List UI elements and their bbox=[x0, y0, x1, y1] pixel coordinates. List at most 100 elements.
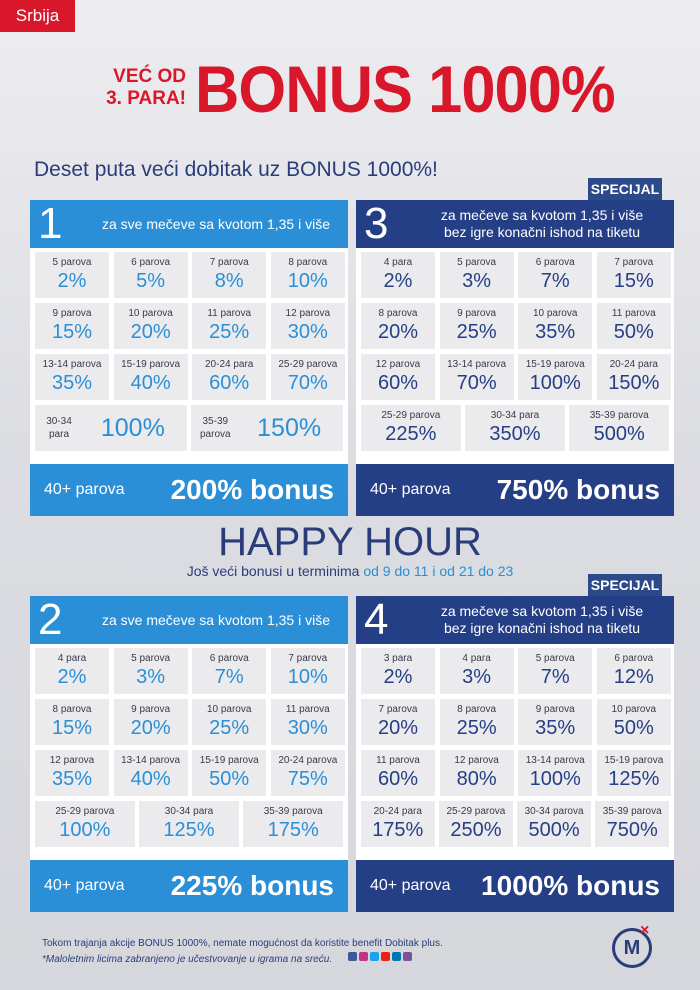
bonus-cell-label: 6 parova bbox=[614, 653, 654, 664]
bonus-cell-value: 35% bbox=[535, 321, 576, 343]
bonus-cell-label: 11 parova bbox=[376, 755, 420, 766]
bonus-cell-value: 125% bbox=[608, 768, 660, 790]
special-badge-top: SPECIJAL bbox=[588, 178, 662, 200]
bonus-cell: 6 parova 5% bbox=[113, 252, 188, 298]
bonus-cell-value: 30% bbox=[287, 321, 328, 343]
panel-description-line: bez igre konačni ishod na tiketu bbox=[443, 224, 641, 240]
bonus-cell: 5 parova 3% bbox=[439, 252, 514, 298]
special-badge-bottom: SPECIJAL bbox=[588, 574, 662, 596]
bonus-cell: 7 parova 15% bbox=[596, 252, 671, 298]
bonus-cell: 13-14 parova 100% bbox=[518, 750, 593, 796]
panel-number: 4 bbox=[364, 595, 389, 644]
bonus-cell-label: 8 parova bbox=[288, 257, 328, 268]
bonus-cell: 10 parova 20% bbox=[113, 303, 188, 349]
bonus-cell: 25-29 parova 250% bbox=[439, 801, 513, 847]
bonus-cell: 6 parova 7% bbox=[518, 252, 593, 298]
bonus-cell-label: 4 para bbox=[462, 653, 491, 664]
panel-number: 2 bbox=[38, 595, 63, 644]
bonus-cell-value: 50% bbox=[209, 768, 250, 790]
viber-icon[interactable] bbox=[403, 952, 412, 961]
bonus-cell-value: 150% bbox=[257, 414, 322, 442]
bonus-cell: 15-19 parova 50% bbox=[192, 750, 267, 796]
panel-description-line: za mečeve sa kvotom 1,35 i više bbox=[440, 207, 644, 223]
bonus-cell-value: 7% bbox=[540, 270, 570, 292]
bonus-cell-value: 35% bbox=[51, 768, 93, 790]
bonus-cell-value: 70% bbox=[456, 372, 497, 394]
bonus-cell: 12 parova 35% bbox=[35, 750, 109, 796]
bonus-cell: 3 para 2% bbox=[361, 648, 435, 694]
bonus-cell: 13-14 parova 35% bbox=[35, 354, 109, 400]
bonus-cell-label: 25-29 parova bbox=[446, 806, 506, 817]
bonus-cell-label: 10 parova bbox=[611, 704, 657, 715]
bonus-cell: 9 parova 15% bbox=[35, 303, 109, 349]
bonus-cell-label: 13-14 parova bbox=[525, 755, 585, 766]
panel-footer-bonus: 1000% bonus bbox=[481, 870, 660, 901]
youtube-icon[interactable] bbox=[381, 952, 390, 961]
bonus-cell-label: 11 parova bbox=[207, 308, 252, 319]
bonus-cell-label: 10 parova bbox=[532, 308, 578, 319]
bonus-cell-value: 20% bbox=[377, 321, 419, 343]
bonus-cell-label: 13-14 parova bbox=[447, 359, 507, 370]
bonus-cell: 4 para 2% bbox=[35, 648, 109, 694]
bonus-cell-value: 7% bbox=[214, 666, 244, 688]
bonus-cell-label: 30-34 para bbox=[46, 416, 72, 440]
bonus-cell-label: 8 parova bbox=[52, 704, 92, 715]
bonus-cell-value: 500% bbox=[593, 423, 645, 445]
bonus-cell: 35-39 parova 750% bbox=[595, 801, 669, 847]
bonus-cell-value: 3% bbox=[136, 666, 166, 688]
bonus-cell: 25-29 parova 100% bbox=[35, 801, 135, 847]
bonus-cell-label: 9 parova bbox=[131, 704, 171, 715]
bonus-cell-label: 5 parova bbox=[457, 257, 497, 268]
bonus-cell-label: 6 parova bbox=[535, 257, 575, 268]
twitter-icon[interactable] bbox=[370, 952, 379, 961]
bonus-cell-value: 250% bbox=[450, 819, 502, 841]
bonus-cell-value: 20% bbox=[130, 321, 171, 343]
title-small: VEĆ OD 3. PARA! bbox=[76, 66, 186, 110]
panel-footer-label: 40+ parova bbox=[370, 877, 451, 894]
bonus-cell-label: 35-39 parova bbox=[602, 806, 662, 817]
footer-note-2: *Maloletnim licima zabranjeno je učestvo… bbox=[42, 954, 333, 965]
panel-description-line: bez igre konačni ishod na tiketu bbox=[443, 620, 641, 636]
bonus-cell-value: 225% bbox=[385, 423, 437, 445]
bonus-cell-value: 3% bbox=[462, 270, 492, 292]
brand-logo: M bbox=[612, 928, 652, 968]
bonus-cell-value: 7% bbox=[540, 666, 570, 688]
bonus-cell: 30-34 para 350% bbox=[465, 405, 565, 451]
linkedin-icon[interactable] bbox=[392, 952, 401, 961]
bonus-cell: 12 parova 30% bbox=[270, 303, 345, 349]
panel-footer-bonus: 750% bonus bbox=[496, 474, 660, 505]
panel-description-line: za sve mečeve sa kvotom 1,35 i više bbox=[102, 215, 330, 232]
bonus-cell-value: 40% bbox=[130, 372, 171, 394]
bonus-cell: 30-34 para 125% bbox=[139, 801, 239, 847]
bonus-cell: 8 parova 25% bbox=[439, 699, 514, 745]
bonus-cell-value: 35% bbox=[535, 717, 576, 739]
bonus-cell: 5 parova 7% bbox=[518, 648, 593, 694]
bonus-cell-label: 30-34 para bbox=[490, 410, 540, 421]
bonus-cell-label: 7 parova bbox=[288, 653, 328, 664]
bonus-cell-label: 5 parova bbox=[131, 653, 171, 664]
panel-header: 3 za mečeve sa kvotom 1,35 i više bez igre… bbox=[356, 200, 674, 248]
bonus-cell: 12 parova 80% bbox=[439, 750, 514, 796]
brand-logo-mark: × bbox=[640, 922, 650, 939]
bonus-cell: 4 para 2% bbox=[361, 252, 435, 298]
facebook-icon[interactable] bbox=[348, 952, 357, 961]
bonus-cell-value: 175% bbox=[267, 819, 319, 841]
bonus-cell: 30-34 parova 500% bbox=[517, 801, 591, 847]
footer-note-1: Tokom trajanja akcije BONUS 1000%, nemat… bbox=[42, 938, 443, 949]
bonus-cell: 7 parova 10% bbox=[270, 648, 345, 694]
bonus-cell: 15-19 parova 100% bbox=[518, 354, 593, 400]
bonus-cell-value: 750% bbox=[606, 819, 658, 841]
bonus-cell-label: 7 parova bbox=[209, 257, 249, 268]
instagram-icon[interactable] bbox=[359, 952, 368, 961]
bonus-cell-value: 2% bbox=[383, 270, 413, 292]
bonus-cell-label: 20-24 para bbox=[609, 359, 658, 370]
panel-header: 1 za sve mečeve sa kvotom 1,35 i više bbox=[30, 200, 348, 248]
bonus-cell-value: 20% bbox=[130, 717, 171, 739]
panel-description: za sve mečeve sa kvotom 1,35 i više bbox=[90, 200, 342, 248]
bonus-panel-4: 4 za mečeve sa kvotom 1,35 i više bez igre… bbox=[356, 596, 674, 912]
bonus-cell-value: 25% bbox=[456, 717, 497, 739]
panel-footer-label: 40+ parova bbox=[370, 481, 451, 498]
panel-footer-label: 40+ parova bbox=[44, 481, 125, 498]
bonus-cell-label: 5 parova bbox=[52, 257, 92, 268]
panel-number: 1 bbox=[38, 199, 63, 248]
